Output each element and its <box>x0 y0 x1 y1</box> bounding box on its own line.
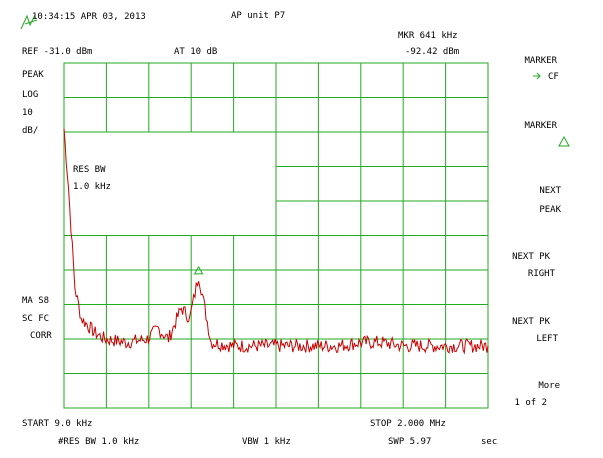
video-bandwidth: VBW 1 kHz <box>242 437 291 447</box>
stop-frequency: STOP 2.000 MHz <box>370 419 446 429</box>
detector-mode: PEAK <box>22 70 44 80</box>
sweep-time-unit: sec <box>481 437 498 447</box>
softkey-label-line2: PEAK <box>539 205 561 215</box>
softkey-label-line1: More <box>538 381 560 391</box>
marker-diamond <box>193 265 204 275</box>
softkey-label-line2: RIGHT <box>527 269 555 279</box>
correction-status: CORR <box>30 331 52 341</box>
softkey-label-line1: NEXT PK <box>512 317 550 327</box>
averaging-status: MA S8 <box>22 296 50 306</box>
marker-arrow-icon <box>533 72 541 80</box>
scale-unit: dB/ <box>22 126 39 136</box>
reference-level: REF -31.0 dBm <box>22 47 93 57</box>
delta-icon <box>558 136 570 147</box>
timestamp: 10:34:15 APR 03, 2013 <box>32 12 146 22</box>
scale-type: LOG <box>22 90 39 100</box>
sweep-time: SWP 5.97 <box>388 437 432 447</box>
marker-frequency-readout: MKR 641 kHz <box>398 31 458 41</box>
marker-amplitude-readout: -92.42 dBm <box>405 47 460 57</box>
graticule <box>63 62 489 409</box>
coupling-status: SC FC <box>22 314 50 324</box>
scale-value: 10 <box>22 108 33 118</box>
softkey-label-line1: NEXT <box>539 186 561 196</box>
softkey-label-line2: CF <box>548 72 559 82</box>
res-bw-annotation-value: 1.0 kHz <box>73 182 111 192</box>
instrument-logo-icon <box>20 14 38 30</box>
screen-title: AP unit P7 <box>231 11 286 21</box>
res-bw-annotation-label: RES BW <box>73 165 106 175</box>
start-frequency: START 9.0 kHz <box>22 419 93 429</box>
resolution-bandwidth: #RES BW 1.0 kHz <box>58 437 140 447</box>
trace-layer <box>63 128 489 355</box>
spectrum-trace <box>63 128 489 355</box>
softkey-label-line1: MARKER <box>524 121 557 131</box>
softkey-label-line2: LEFT <box>536 334 558 344</box>
softkey-label-line1: NEXT PK <box>512 252 550 262</box>
attenuation: AT 10 dB <box>174 47 218 57</box>
softkey-label-line1: MARKER <box>524 56 557 66</box>
softkey-label-line2: 1 of 2 <box>514 398 547 408</box>
